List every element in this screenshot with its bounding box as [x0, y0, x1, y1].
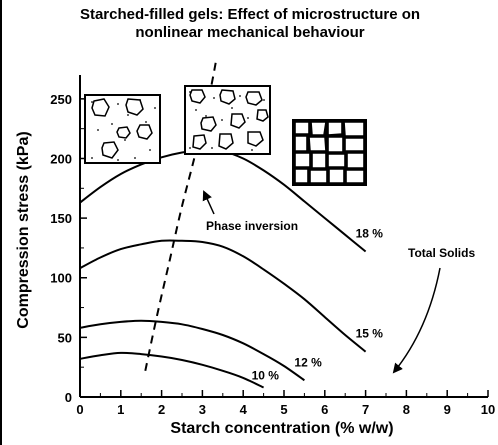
figure-left-border	[0, 0, 2, 445]
x-tick-label: 6	[321, 402, 328, 417]
chart-subtitle: nonlinear mechanical behaviour	[135, 24, 365, 41]
y-tick-label: 50	[58, 330, 72, 345]
series-line-12-percent	[79, 319, 305, 382]
y-axis-label: Compression stress (kPa)	[15, 131, 32, 328]
series-line-10-percent	[79, 351, 265, 389]
total-solids-label: Total Solids	[408, 246, 475, 260]
x-tick-label: 8	[403, 402, 410, 417]
y-tick-label: 250	[50, 92, 72, 107]
y-tick-label: 100	[50, 271, 72, 286]
series-label-18-percent: 18 %	[356, 227, 384, 241]
x-tick-label: 3	[199, 402, 206, 417]
phase-inversion-pointer	[202, 190, 215, 215]
series-line-15-percent	[79, 239, 367, 353]
microstructure-inset-mid	[184, 85, 271, 155]
x-tick-label: 9	[444, 402, 451, 417]
x-tick-label: 7	[362, 402, 369, 417]
x-axis-label: Starch concentration (% w/w)	[170, 420, 393, 437]
phase-inversion-label: Phase inversion	[206, 219, 298, 233]
x-tick-label: 0	[76, 402, 83, 417]
microstructure-inset-low	[84, 94, 161, 164]
series-label-10-percent: 10 %	[252, 368, 280, 382]
series-label-12-percent: 12 %	[294, 355, 322, 369]
series-label-15-percent: 15 %	[356, 327, 384, 341]
y-tick-label: 150	[50, 211, 72, 226]
y-tick-label: 0	[65, 390, 72, 405]
x-tick-label: 4	[240, 402, 248, 417]
x-tick-label: 10	[481, 402, 495, 417]
chart-title: Starched-filled gels: Effect of microstr…	[79, 6, 421, 23]
x-tick-label: 5	[280, 402, 287, 417]
microstructure-inset-high	[292, 119, 367, 186]
total-solids-arrow	[392, 267, 441, 374]
y-tick-label: 200	[50, 151, 72, 166]
x-tick-label: 1	[117, 402, 124, 417]
x-tick-label: 2	[158, 402, 165, 417]
